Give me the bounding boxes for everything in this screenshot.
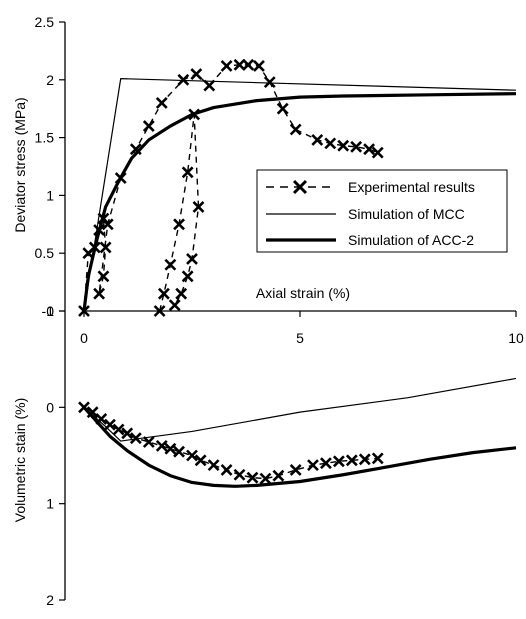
top-experimental-line — [158, 113, 200, 312]
bottom-y-tick-label: 0 — [46, 399, 54, 415]
bottom-series — [78, 377, 517, 488]
legend-item-acc2: Simulation of ACC-2 — [266, 232, 474, 248]
legend-item-mcc: Simulation of MCC — [266, 206, 465, 222]
x-ticks: 0 5 10 — [80, 311, 524, 346]
top-x-marker — [177, 73, 190, 86]
top-x-marker — [158, 287, 170, 300]
legend-label-experimental: Experimental results — [348, 179, 475, 195]
top-x-marker — [220, 60, 233, 72]
top-x-marker — [168, 299, 181, 312]
top-x-marker — [371, 146, 384, 159]
top-x-marker — [324, 137, 337, 150]
bottom-y-axis-title: Volumetric stain (%) — [12, 398, 28, 522]
top-x-marker — [181, 270, 194, 283]
top-x-marker — [263, 76, 276, 89]
top-x-marker — [181, 166, 194, 179]
bottom-x-marker — [121, 427, 134, 440]
bottom-x-marker — [358, 453, 371, 466]
bottom-y-tick-label: 2 — [46, 592, 54, 608]
top-x-marker — [289, 123, 302, 136]
bottom-x-marker — [371, 452, 384, 465]
legend-item-experimental: Experimental results — [266, 179, 475, 195]
top-x-marker — [192, 201, 205, 213]
top-series — [78, 58, 517, 317]
bottom-x-marker — [220, 464, 233, 476]
top-x-marker — [93, 287, 106, 300]
bottom-x-marker — [233, 468, 246, 481]
bottom-x-marker — [112, 423, 125, 436]
top-x-marker — [99, 241, 112, 254]
top-x-marker — [101, 218, 114, 231]
bottom-x-marker — [194, 454, 207, 467]
top-x-marker — [350, 140, 363, 153]
bottom-x-marker — [320, 457, 332, 470]
top-x-marker — [242, 58, 255, 71]
bottom-x-marker — [207, 459, 220, 472]
bottom-x-marker — [289, 464, 302, 476]
top-y-tick-label: 1 — [46, 187, 54, 203]
top-mcc-line — [83, 78, 517, 312]
top-y-tick-label: 2.5 — [35, 14, 55, 30]
legend-x-marker — [292, 179, 308, 195]
bottom-acc2-line — [82, 406, 517, 488]
top-y-tick-label: 0 — [46, 303, 54, 319]
bottom-x-marker — [272, 469, 285, 482]
x-tick-label: 5 — [296, 330, 304, 346]
bottom-x-marker — [259, 472, 272, 485]
top-x-marker — [155, 97, 168, 109]
bottom-x-marker — [155, 439, 168, 452]
bottom-x-marker — [173, 445, 185, 458]
top-y-tick-label: 2 — [46, 72, 54, 88]
top-y-tick-label: 1.5 — [35, 130, 55, 146]
bottom-x-marker — [332, 455, 345, 468]
top-y-axis-title: Deviator stress (MPa) — [12, 97, 28, 232]
top-x-marker — [173, 218, 185, 231]
top-x-marker — [233, 58, 246, 71]
top-x-marker — [142, 120, 155, 132]
legend-label-mcc: Simulation of MCC — [348, 206, 465, 222]
bottom-x-marker — [246, 471, 259, 484]
x-tick-label: 10 — [508, 330, 524, 346]
bottom-y-tick-label: -1 — [42, 303, 55, 319]
top-x-marker — [311, 133, 324, 146]
bottom-x-marker — [164, 442, 177, 455]
bottom-x-marker — [186, 449, 198, 462]
x-axis-title: Axial strain (%) — [256, 285, 350, 301]
x-tick-label: 0 — [80, 330, 88, 346]
top-x-marker — [276, 102, 289, 115]
top-x-marker — [153, 305, 166, 317]
top-x-marker — [164, 258, 177, 271]
top-x-marker — [363, 143, 376, 156]
top-y-ticks: 0 0.5 1 1.5 2 2.5 — [35, 14, 65, 319]
bottom-experimental-line — [83, 406, 378, 480]
top-acc2-line — [82, 92, 517, 312]
bottom-x-marker — [345, 454, 358, 467]
top-x-marker — [203, 79, 216, 92]
bottom-mcc-line — [83, 377, 517, 442]
top-x-marker — [97, 270, 110, 283]
legend-label-acc2: Simulation of ACC-2 — [348, 232, 474, 248]
top-x-marker — [337, 139, 350, 152]
top-x-marker — [175, 287, 188, 300]
top-x-marker — [253, 60, 265, 72]
top-x-marker — [186, 253, 198, 265]
bottom-x-marker — [307, 459, 319, 472]
legend: Experimental results Simulation of MCC S… — [256, 169, 508, 253]
top-y-tick-label: 0.5 — [35, 245, 55, 261]
bottom-x-marker — [129, 432, 142, 445]
bottom-y-tick-label: 1 — [46, 496, 54, 512]
top-x-marker — [190, 68, 203, 80]
bottom-x-marker — [142, 436, 155, 448]
